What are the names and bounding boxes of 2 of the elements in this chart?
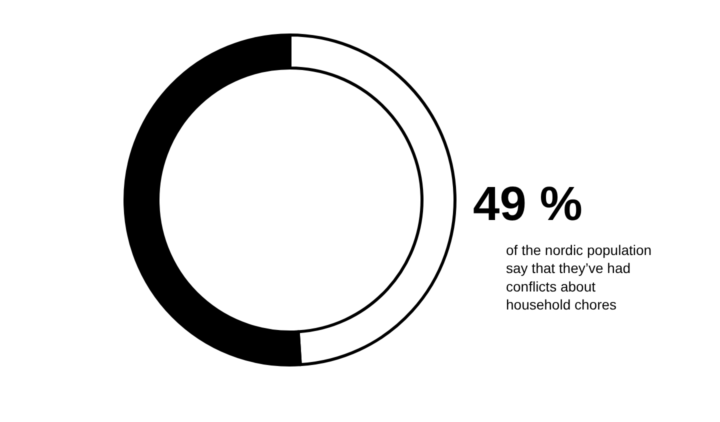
text: 49 % bbox=[473, 178, 582, 231]
text: of the nordic population say that they’ve had conflicts about household chores bbox=[506, 242, 652, 313]
